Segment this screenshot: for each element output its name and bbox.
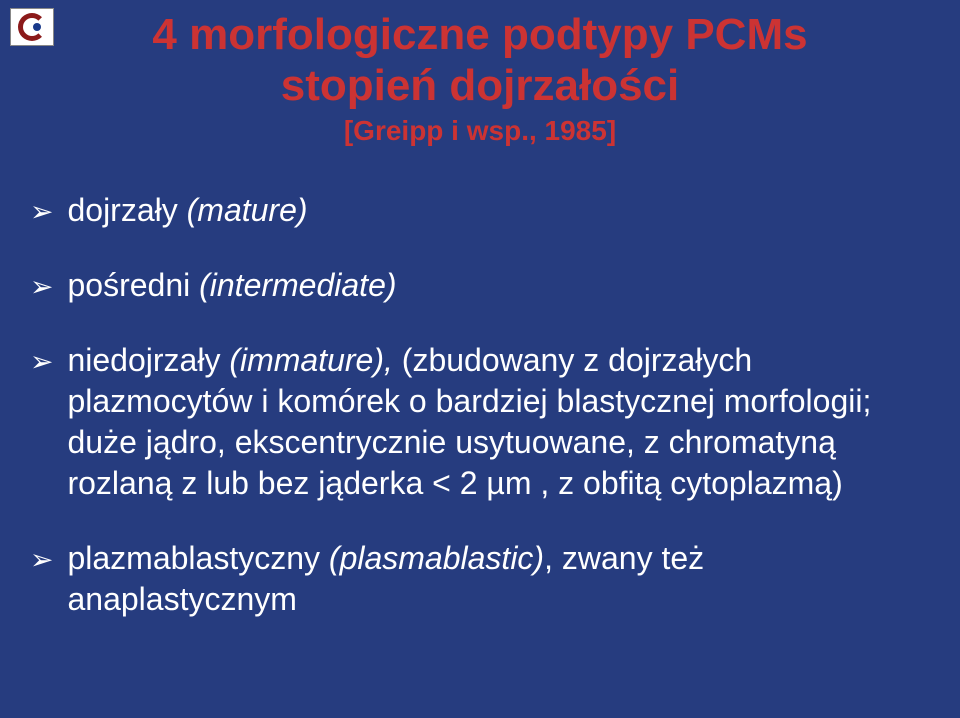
list-item: ➢ plazmablastyczny (plasmablastic), zwan…	[30, 538, 930, 620]
chevron-right-icon: ➢	[30, 344, 53, 380]
list-item-text: dojrzały (mature)	[67, 190, 930, 231]
list-item-text: pośredni (intermediate)	[67, 265, 930, 306]
title-line-2: stopień dojrzałości	[0, 61, 960, 112]
chevron-right-icon: ➢	[30, 542, 53, 578]
bullet-prefix: plazmablastyczny	[67, 540, 328, 576]
list-item: ➢ dojrzały (mature)	[30, 190, 930, 231]
list-item: ➢ niedojrzały (immature), (zbudowany z d…	[30, 340, 930, 504]
title-block: 4 morfologiczne podtypy PCMs stopień doj…	[0, 10, 960, 147]
content-list: ➢ dojrzały (mature) ➢ pośredni (intermed…	[30, 190, 930, 654]
bullet-prefix: pośredni	[67, 267, 199, 303]
list-item-text: niedojrzały (immature), (zbudowany z doj…	[67, 340, 930, 504]
bullet-prefix: dojrzały	[67, 192, 186, 228]
title-line-1: 4 morfologiczne podtypy PCMs	[0, 10, 960, 61]
bullet-italic: (plasmablastic)	[329, 540, 544, 576]
chevron-right-icon: ➢	[30, 269, 53, 305]
chevron-right-icon: ➢	[30, 194, 53, 230]
list-item: ➢ pośredni (intermediate)	[30, 265, 930, 306]
bullet-prefix: niedojrzały	[67, 342, 229, 378]
bullet-italic: (mature)	[187, 192, 308, 228]
bullet-italic: (immature),	[229, 342, 401, 378]
bullet-italic: (intermediate)	[199, 267, 396, 303]
list-item-text: plazmablastyczny (plasmablastic), zwany …	[67, 538, 930, 620]
title-subtitle: [Greipp i wsp., 1985]	[0, 115, 960, 147]
